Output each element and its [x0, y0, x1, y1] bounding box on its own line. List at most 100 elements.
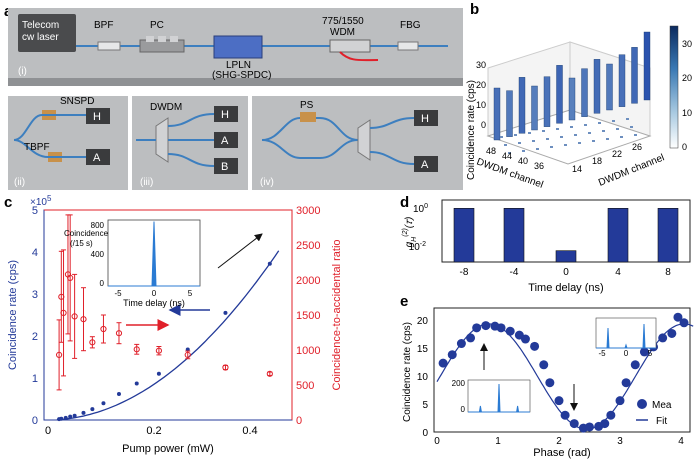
b-xtick-0: 48 [486, 146, 496, 156]
detector-a [86, 149, 110, 165]
b-ytick-3: 26 [632, 142, 642, 152]
e-inset2-xtick-1: 0 [624, 349, 629, 358]
c-xtick-1: 0.2 [146, 425, 161, 437]
e-inset2-xtick-0: -5 [598, 349, 606, 358]
e-point-27 [658, 333, 668, 343]
b-ytick-0: 14 [572, 164, 582, 174]
e-point-8 [505, 326, 515, 336]
c-car-point-9 [115, 330, 123, 337]
d-bar-3 [607, 208, 629, 263]
e-point-18 [585, 422, 594, 432]
e-ytick-4: 20 [417, 316, 429, 327]
panel-label-b: b [470, 1, 479, 18]
c-ytick-3: 3 [32, 289, 38, 301]
d-xtick-3: 4 [615, 267, 621, 278]
e-point-12 [539, 360, 549, 370]
panel-label-e: e [400, 293, 408, 310]
phase-shifter [300, 112, 316, 122]
sub-label-iv: (iv) [260, 177, 274, 188]
dwdm-a-label: A [221, 135, 229, 147]
b-floor-bar-16 [588, 132, 591, 134]
c-xlabel: Pump power (mW) [122, 443, 214, 455]
c-rate-point-11 [185, 347, 190, 352]
b-bar-5 [556, 65, 563, 124]
e-inset1-ytick-1: 200 [452, 379, 466, 388]
c-car-point-7 [89, 339, 96, 346]
b-cbar-tick-3: 30 [682, 39, 692, 49]
e-point-22 [615, 396, 625, 406]
c-car-point-10 [133, 346, 140, 353]
c-car-point-4 [67, 274, 74, 281]
e-xlabel: Phase (rad) [533, 447, 590, 459]
b-ylabel: DWDM channel [597, 152, 666, 188]
e-point-14 [554, 396, 564, 406]
detector-h-label: H [93, 111, 101, 123]
b-bar-3 [531, 85, 538, 131]
e-point-10 [520, 334, 530, 344]
b-floor-bar-27 [606, 138, 609, 140]
panel-label-d: d [400, 194, 409, 211]
c-ytick-5: 5 [32, 205, 38, 217]
b-bar-10 [618, 54, 626, 107]
e-point-0 [438, 358, 448, 368]
b-ztick-0: 0 [481, 120, 486, 130]
b-ytick-2: 22 [612, 149, 622, 159]
b-floor-bar-8 [612, 120, 615, 122]
detector-h [86, 108, 110, 124]
c-car-point-12 [184, 351, 191, 358]
c-rate-point-3 [68, 414, 73, 419]
b-bar-2 [518, 77, 526, 134]
wdm-component [329, 39, 371, 53]
e-point-1 [447, 350, 457, 360]
b-floor-bar-17 [602, 130, 605, 132]
b-floor-bar-6 [584, 124, 587, 126]
b-floor-bar-0 [500, 136, 503, 138]
b-floor-bar-11 [518, 142, 521, 144]
laser-box [18, 14, 76, 52]
c-y2tick-4: 2000 [296, 275, 320, 287]
e-ytick-3: 15 [417, 344, 429, 355]
c-ytick-0: 0 [32, 415, 38, 427]
e-xtick-2: 2 [556, 436, 562, 447]
dwdm-component [155, 117, 169, 163]
e-legend-fit: Fit [656, 416, 667, 427]
ps-h-label: H [421, 113, 429, 125]
b-floor-bar-18 [616, 128, 619, 130]
e-xtick-0: 0 [434, 436, 440, 447]
e-point-2 [456, 339, 466, 349]
panel-a-schematic: Telecom cw laser BPF PC LPLN (SHG-SPDC) … [8, 8, 463, 190]
c-rate-point-4 [72, 413, 77, 418]
wdm-label-2: WDM [330, 27, 355, 38]
e-point-20 [600, 419, 610, 429]
c-rate-point-13 [267, 261, 272, 266]
c-rate-point-9 [134, 381, 139, 386]
c-ytick-4: 4 [32, 247, 38, 259]
d-xtick-0: -8 [460, 267, 469, 278]
e-point-7 [496, 323, 506, 333]
c-car-point-8 [100, 325, 107, 333]
sub-label-i: (i) [18, 66, 27, 77]
e-xtick-1: 1 [495, 436, 501, 447]
e-point-4 [472, 323, 482, 333]
e-legend-marker-mea [637, 399, 647, 409]
b-floor-bar-19 [630, 126, 633, 128]
bpf-label: BPF [94, 20, 113, 31]
c-inset-ytick-0: 0 [100, 279, 105, 288]
b-floor-bar-26 [592, 140, 595, 142]
e-inset1-peaks [468, 383, 530, 413]
e-ytick-2: 10 [417, 372, 429, 383]
panel-e-chart: 0 5 10 15 20 0 1 2 3 4 Phase (rad) Coinc… [402, 307, 694, 459]
d-xtick-1: -4 [510, 267, 519, 278]
e-point-24 [630, 360, 640, 370]
c-car-point-13 [222, 364, 229, 371]
e-ytick-0: 0 [422, 428, 428, 439]
b-bar-1 [506, 90, 513, 137]
c-rate-point-8 [116, 391, 121, 396]
wdm-label-1: 775/1550 [322, 16, 364, 27]
d-bar-0 [453, 208, 475, 263]
c-y2tick-3: 1500 [296, 310, 320, 322]
laser-label-2: cw laser [22, 32, 59, 43]
b-bar-8 [593, 59, 601, 114]
c-y2tick-6: 3000 [296, 205, 320, 217]
